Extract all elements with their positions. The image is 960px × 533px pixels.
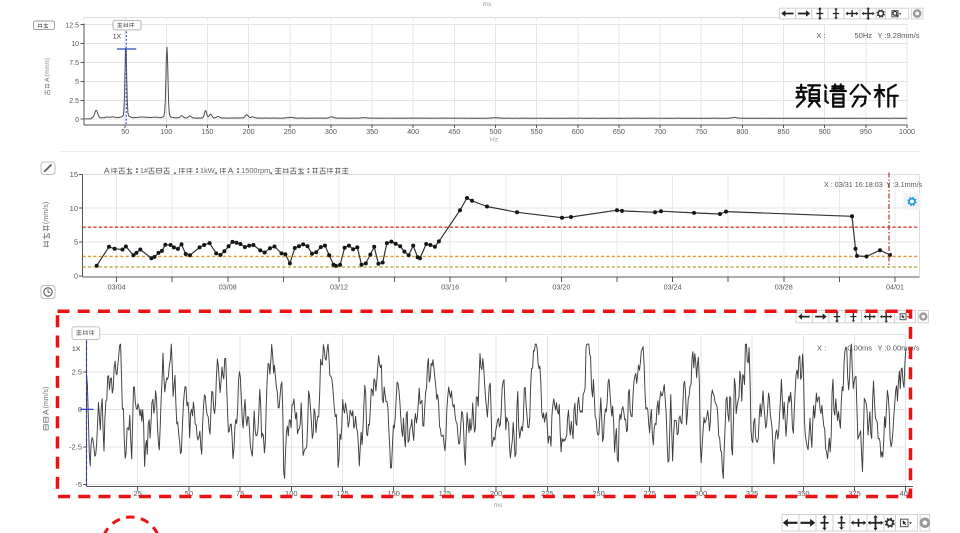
svg-text:0: 0 <box>74 272 78 281</box>
svg-text:0: 0 <box>75 117 79 124</box>
svg-text:03/16: 03/16 <box>441 283 459 292</box>
svg-text:10: 10 <box>71 41 79 48</box>
svg-text:350: 350 <box>797 489 810 498</box>
svg-text:50: 50 <box>185 489 193 498</box>
svg-text:200: 200 <box>490 489 503 498</box>
svg-text:15: 15 <box>70 170 78 179</box>
svg-text:150: 150 <box>387 489 400 498</box>
svg-text:0.00ms: 0.00ms <box>847 344 872 353</box>
svg-text:(mm/s): (mm/s) <box>41 202 50 224</box>
svg-text:1X: 1X <box>113 34 122 41</box>
svg-text:100: 100 <box>285 489 298 498</box>
svg-text:Y :0.00mm/s: Y :0.00mm/s <box>878 344 920 353</box>
svg-text:03/08: 03/08 <box>219 283 237 292</box>
svg-text:03/24: 03/24 <box>664 283 682 292</box>
svg-text:03/12: 03/12 <box>330 283 348 292</box>
svg-text:1000: 1000 <box>899 127 915 136</box>
svg-text:50: 50 <box>121 127 129 136</box>
svg-text:25: 25 <box>134 489 142 498</box>
svg-text:1X: 1X <box>72 346 81 353</box>
svg-text:500: 500 <box>490 127 502 136</box>
svg-text:2.5: 2.5 <box>69 98 79 105</box>
svg-text:400: 400 <box>899 489 912 498</box>
svg-text:125: 125 <box>336 489 349 498</box>
svg-text:850: 850 <box>778 127 790 136</box>
svg-text:ms: ms <box>494 502 503 509</box>
svg-text:200: 200 <box>243 127 255 136</box>
svg-text:Y :3.1mm/s: Y :3.1mm/s <box>886 180 923 189</box>
svg-text:7.5: 7.5 <box>69 60 79 67</box>
svg-text:450: 450 <box>448 127 460 136</box>
svg-text:5: 5 <box>74 238 78 247</box>
svg-text:1500rpm: 1500rpm <box>241 166 270 175</box>
svg-text:Hz: Hz <box>490 137 499 144</box>
svg-text:(mm/s): (mm/s) <box>45 58 51 77</box>
svg-text:300: 300 <box>695 489 708 498</box>
svg-text:Y :9.28mm/s: Y :9.28mm/s <box>878 31 920 40</box>
svg-text:375: 375 <box>848 489 861 498</box>
svg-text:900: 900 <box>819 127 831 136</box>
svg-text:250: 250 <box>592 489 605 498</box>
svg-text:5: 5 <box>75 79 79 86</box>
svg-text:ms: ms <box>483 1 492 8</box>
svg-text:75: 75 <box>236 489 244 498</box>
svg-text:275: 275 <box>643 489 656 498</box>
svg-text:350: 350 <box>366 127 378 136</box>
svg-text:650: 650 <box>613 127 625 136</box>
svg-text:X :: X : <box>817 344 826 353</box>
svg-text:03/28: 03/28 <box>775 283 793 292</box>
svg-text:12.5: 12.5 <box>65 22 79 29</box>
svg-text:2.5: 2.5 <box>72 367 82 376</box>
svg-text:950: 950 <box>860 127 872 136</box>
svg-text:325: 325 <box>746 489 759 498</box>
svg-text:150: 150 <box>201 127 213 136</box>
svg-text:400: 400 <box>407 127 419 136</box>
svg-text:-5: -5 <box>75 480 82 489</box>
svg-text:225: 225 <box>541 489 554 498</box>
svg-text:-2.5: -2.5 <box>69 442 82 451</box>
svg-text:750: 750 <box>695 127 707 136</box>
svg-text:03/04: 03/04 <box>108 283 126 292</box>
svg-text:600: 600 <box>572 127 584 136</box>
svg-text:X :: X : <box>817 31 826 40</box>
svg-text:X : 03/31 16:18:03: X : 03/31 16:18:03 <box>824 180 883 189</box>
svg-text:04/01: 04/01 <box>886 283 904 292</box>
svg-text:800: 800 <box>736 127 748 136</box>
svg-text:03/20: 03/20 <box>552 283 570 292</box>
svg-text:(mm/s): (mm/s) <box>43 387 50 409</box>
svg-text:250: 250 <box>284 127 296 136</box>
svg-text:1#: 1# <box>140 166 149 175</box>
svg-text:1kW: 1kW <box>200 166 215 175</box>
svg-text:175: 175 <box>439 489 452 498</box>
svg-text:50Hz: 50Hz <box>854 31 872 40</box>
svg-text:300: 300 <box>325 127 337 136</box>
svg-text:100: 100 <box>160 127 172 136</box>
svg-text:10: 10 <box>70 204 78 213</box>
svg-text:550: 550 <box>531 127 543 136</box>
svg-text:700: 700 <box>654 127 666 136</box>
